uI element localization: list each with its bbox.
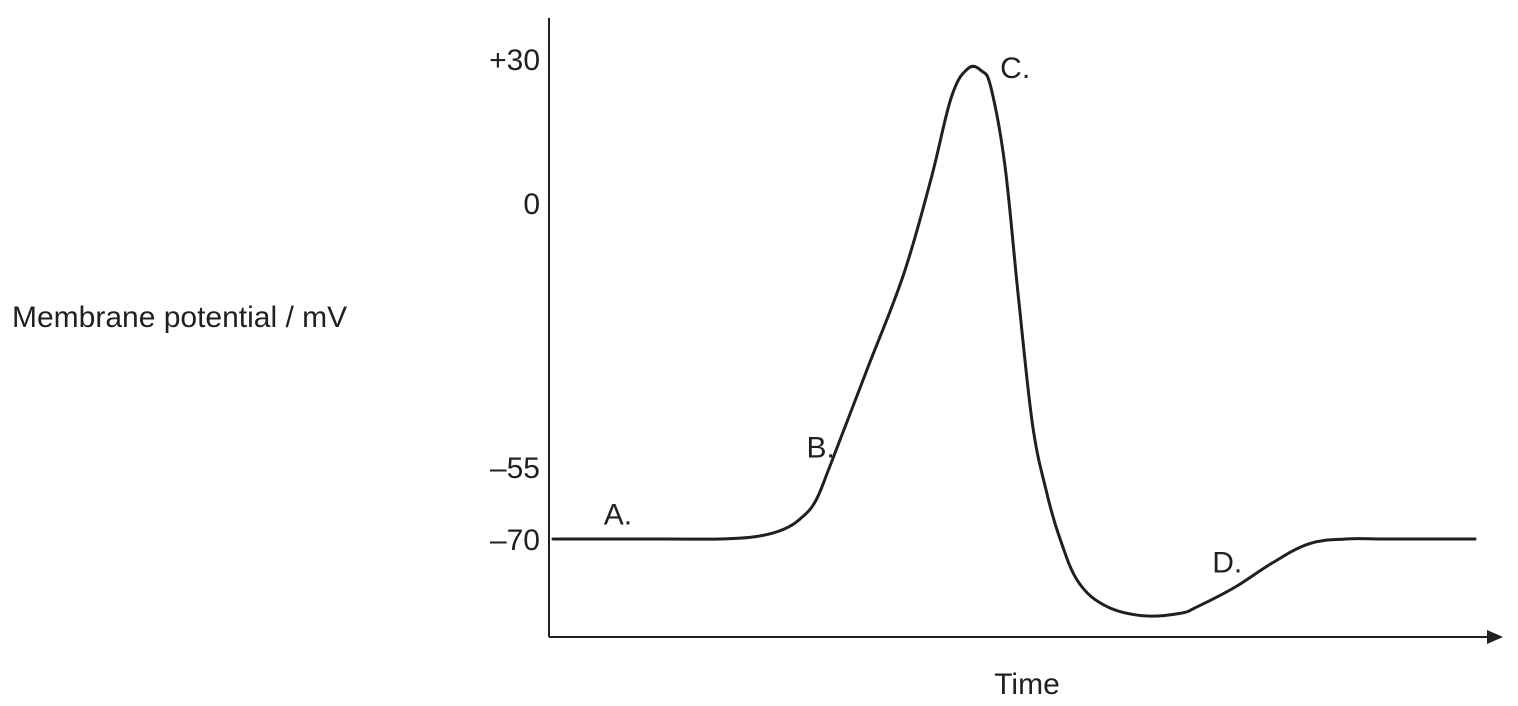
- y-tick-labels: +30 0 –55 –70: [489, 44, 540, 557]
- y-tick-label: +30: [489, 44, 540, 77]
- point-label: C.: [1000, 52, 1030, 85]
- y-tick-label: 0: [523, 188, 540, 221]
- plot-area: [551, 64, 1477, 618]
- x-axis-arrowhead: [1487, 630, 1503, 644]
- y-tick-label: –70: [490, 524, 540, 557]
- point-label: D.: [1212, 547, 1242, 580]
- axes: [548, 18, 1503, 644]
- y-tick-label: –55: [490, 452, 540, 485]
- annotations: A. B. C. D.: [604, 52, 1243, 579]
- point-label: A.: [604, 499, 632, 532]
- y-axis-label: Membrane potential / mV: [12, 301, 347, 334]
- x-axis-label: Time: [994, 668, 1060, 701]
- membrane-potential-trace: [551, 64, 1477, 618]
- point-label: B.: [807, 431, 835, 464]
